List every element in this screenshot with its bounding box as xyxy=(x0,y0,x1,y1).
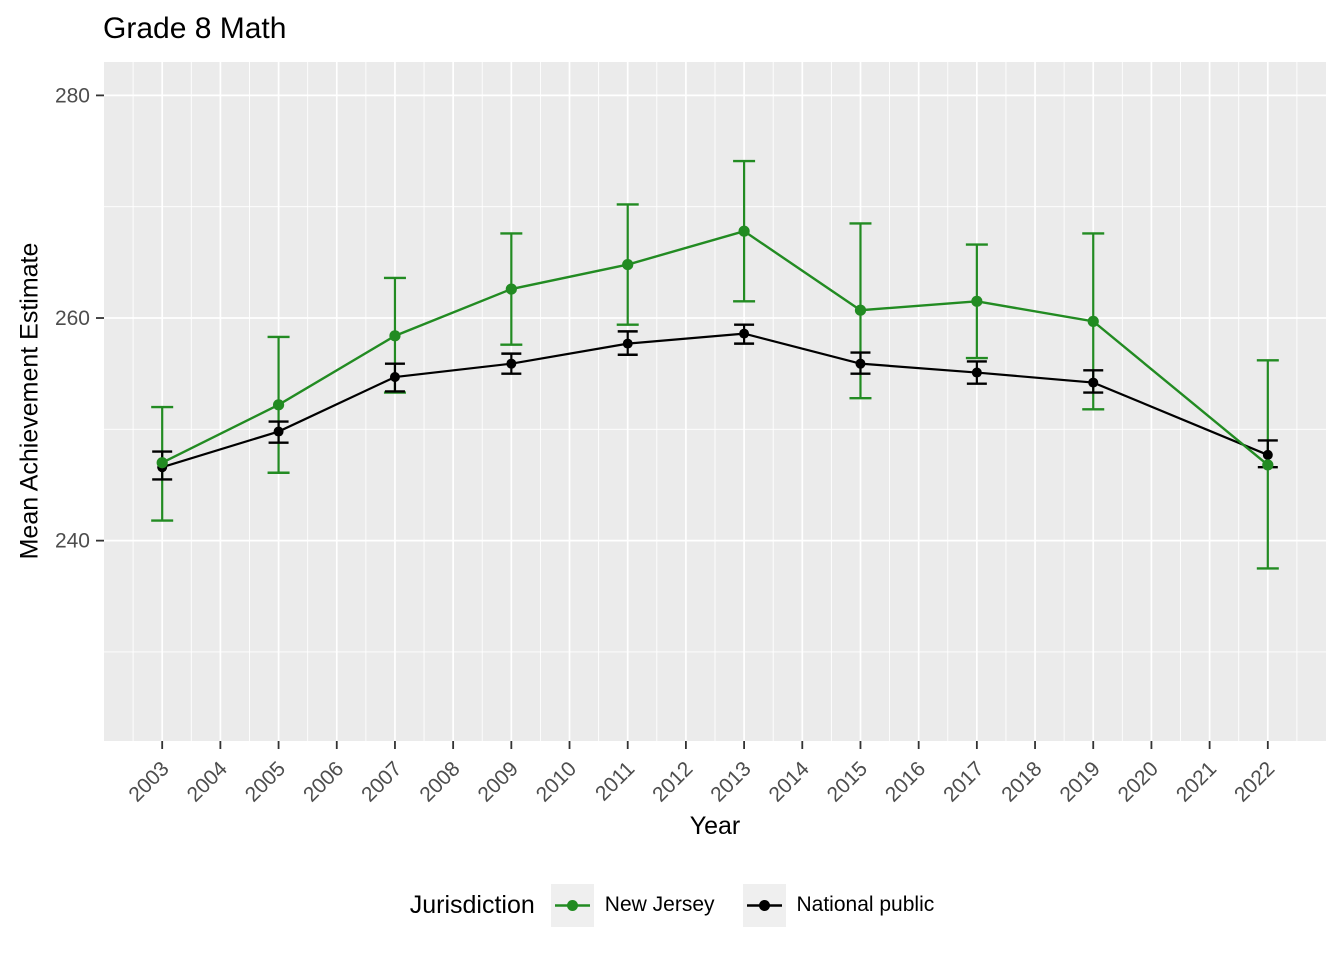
x-tick-label: 2008 xyxy=(415,757,464,806)
series-points-new-jersey xyxy=(156,225,1274,471)
x-tick-label: 2017 xyxy=(939,757,988,806)
x-tick-label: 2011 xyxy=(591,757,639,805)
data-point xyxy=(1262,459,1274,471)
legend-title: Jurisdiction xyxy=(409,890,535,919)
data-point xyxy=(855,358,866,369)
legend-key-point xyxy=(566,899,578,911)
data-point xyxy=(505,283,517,295)
data-point xyxy=(854,304,867,316)
series-points-national-public xyxy=(157,328,1273,473)
x-tick-label: 2005 xyxy=(241,757,290,806)
series-line-national-public xyxy=(161,332,1269,469)
x-tick-label: 2012 xyxy=(648,757,697,806)
data-point xyxy=(1088,377,1099,388)
plot-title: Grade 8 Math xyxy=(103,12,287,45)
legend-label: New Jersey xyxy=(604,893,715,916)
legend-items: New Jersey National public xyxy=(550,883,935,927)
x-tick-label: 2022 xyxy=(1230,757,1279,806)
legend-label: National public xyxy=(796,893,935,916)
data-point xyxy=(1262,449,1273,460)
data-point xyxy=(506,358,517,369)
data-point xyxy=(1087,315,1099,327)
legend-item-new-jersey: New Jersey xyxy=(550,883,715,927)
y-tick-label: 280 xyxy=(55,84,90,107)
data-point xyxy=(622,258,634,271)
x-tick-label: 2016 xyxy=(881,757,930,806)
x-tick-label: 2010 xyxy=(532,757,581,806)
x-tick-label: 2009 xyxy=(474,757,523,806)
data-point xyxy=(272,399,285,411)
data-point xyxy=(273,426,284,437)
data-point xyxy=(622,338,633,349)
y-axis-title: Mean Achievement Estimate xyxy=(15,242,44,560)
x-tick-label: 2018 xyxy=(997,757,1046,806)
data-point xyxy=(739,328,750,339)
y-tick-label: 260 xyxy=(55,307,90,330)
x-tick-label: 2021 xyxy=(1172,757,1221,806)
x-tick-label: 2014 xyxy=(765,757,815,807)
data-point xyxy=(971,295,983,307)
data-point xyxy=(738,225,750,237)
data-point xyxy=(389,372,400,383)
x-tick-label: 2003 xyxy=(124,757,173,806)
data-point xyxy=(156,457,168,469)
legend-item-national-public: National public xyxy=(742,883,935,927)
y-tick-label: 240 xyxy=(55,530,90,553)
x-tick-label: 2007 xyxy=(357,757,406,806)
gridlines xyxy=(104,62,1326,741)
legend-key-point xyxy=(758,899,770,911)
series-line-new-jersey xyxy=(161,229,1269,466)
x-tick-label: 2004 xyxy=(183,757,233,807)
x-tick-label: 2015 xyxy=(823,757,872,806)
x-axis-title: Year xyxy=(689,812,741,840)
legend-key-icon xyxy=(550,883,594,927)
x-tick-label: 2019 xyxy=(1055,757,1104,806)
legend-key-icon xyxy=(742,883,786,927)
data-point xyxy=(389,330,401,342)
legend: Jurisdiction New Jersey National public xyxy=(0,880,1344,930)
x-tick-label: 2006 xyxy=(299,757,348,806)
x-tick-label: 2020 xyxy=(1114,757,1163,806)
data-point xyxy=(971,367,982,378)
x-tick-label: 2013 xyxy=(706,757,755,806)
